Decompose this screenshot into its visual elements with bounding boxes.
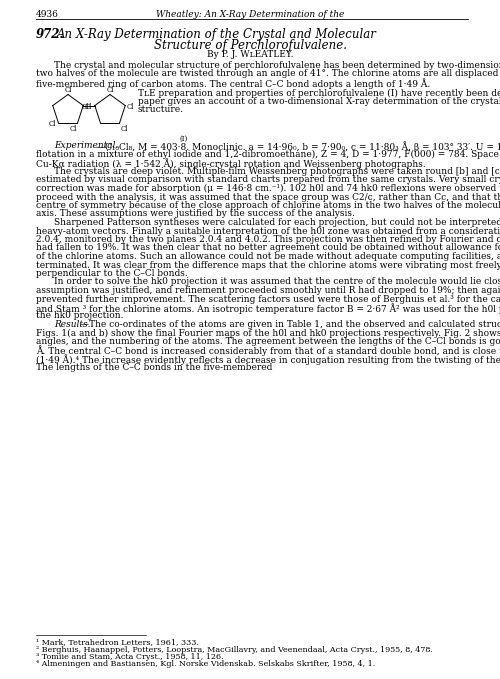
- Text: structure.: structure.: [138, 105, 184, 115]
- Text: had fallen to 19%. It was then clear that no better agreement could be obtained : had fallen to 19%. It was then clear tha…: [36, 244, 500, 253]
- Text: The crystal and molecular structure of perchlorofulvalene has been determined by: The crystal and molecular structure of p…: [54, 61, 500, 70]
- Text: Cl: Cl: [84, 103, 92, 111]
- Text: Cl: Cl: [65, 86, 72, 94]
- Text: Results.: Results.: [54, 320, 90, 329]
- Text: of the chlorine atoms. Such an allowance could not be made without adequate comp: of the chlorine atoms. Such an allowance…: [36, 252, 500, 261]
- Text: 2.0.4, monitored by the two planes 2.0.4 and 4.0.2. This projection was then ref: 2.0.4, monitored by the two planes 2.0.4…: [36, 235, 500, 244]
- Text: Cl: Cl: [48, 120, 56, 128]
- Text: angles, and the numbering of the atoms. The agreement between the lengths of the: angles, and the numbering of the atoms. …: [36, 337, 500, 346]
- Text: The lengths of the C–C bonds in the five-membered: The lengths of the C–C bonds in the five…: [36, 363, 272, 371]
- Text: flotation in a mixture of ethyl iodide and 1,2-dibromoethane), Z = 4, D⁣ = 1·977: flotation in a mixture of ethyl iodide a…: [36, 150, 500, 159]
- Text: proceed with the analysis, it was assumed that the space group was C2/c, rather : proceed with the analysis, it was assume…: [36, 193, 500, 202]
- Text: Sharpened Patterson syntheses were calculated for each projection, but could not: Sharpened Patterson syntheses were calcu…: [54, 218, 500, 227]
- Text: Cl: Cl: [120, 126, 128, 134]
- Text: Wheatley: An X-Ray Determination of the: Wheatley: An X-Ray Determination of the: [156, 10, 344, 19]
- Text: 972.: 972.: [36, 28, 64, 41]
- Text: two halves of the molecule are twisted through an angle of 41°. The chlorine ato: two halves of the molecule are twisted t…: [36, 69, 500, 79]
- Text: Cl: Cl: [70, 126, 77, 134]
- Text: axis. These assumptions were justified by the success of the analysis.: axis. These assumptions were justified b…: [36, 210, 355, 219]
- Text: Experimental.: Experimental.: [54, 141, 118, 151]
- Text: ² Berghuis, Haanappel, Potters, Loopstra, MacGillavry, and Veenendaal, Acta Crys: ² Berghuis, Haanappel, Potters, Loopstra…: [36, 646, 433, 653]
- Text: correction was made for absorption (μ = 146·8 cm.⁻¹). 102 h0l and 74 hk0 reflexi: correction was made for absorption (μ = …: [36, 184, 500, 193]
- Text: assumption was justified, and refinement proceeded smoothly until R had dropped : assumption was justified, and refinement…: [36, 286, 500, 295]
- Text: Figs. 1(a and b) show the final Fourier maps of the h0l and hk0 projections resp: Figs. 1(a and b) show the final Fourier …: [36, 329, 500, 337]
- Text: (I): (I): [180, 134, 188, 143]
- Text: estimated by visual comparison with standard charts prepared from the same cryst: estimated by visual comparison with stan…: [36, 175, 500, 185]
- Text: (1·49 Å).⁴ The increase evidently reflects a decrease in conjugation resulting f: (1·49 Å).⁴ The increase evidently reflec…: [36, 354, 500, 365]
- Text: five-membered ring of carbon atoms. The central C–C bond adopts a length of 1·49: five-membered ring of carbon atoms. The …: [36, 78, 430, 89]
- Text: Å. The central C–C bond is increased considerably from that of a standard double: Å. The central C–C bond is increased con…: [36, 346, 500, 356]
- Text: heavy-atom vectors. Finally a suitable interpretation of the h0l zone was obtain: heavy-atom vectors. Finally a suitable i…: [36, 227, 500, 236]
- Text: By P. J. WʟEATLEY.: By P. J. WʟEATLEY.: [206, 50, 294, 59]
- Text: ⁴ Almeningen and Bastiansen, Kgl. Norske Videnskab. Selskabs Skrifter, 1958, 4, : ⁴ Almeningen and Bastiansen, Kgl. Norske…: [36, 661, 375, 669]
- Text: prevented further improvement. The scattering factors used were those of Berghui: prevented further improvement. The scatt…: [36, 295, 500, 304]
- Text: Cl: Cl: [107, 86, 114, 94]
- Text: paper gives an account of a two-dimensional X-ray determination of the crystal a: paper gives an account of a two-dimensio…: [138, 97, 500, 106]
- Text: terminated. It was clear from the difference maps that the chlorine atoms were v: terminated. It was clear from the differ…: [36, 261, 500, 270]
- Text: and Stam ³ for the chlorine atoms. An isotropic temperature factor B = 2·67 Å² w: and Stam ³ for the chlorine atoms. An is…: [36, 303, 500, 314]
- Text: TʟE preparation and properties of perchlorofulvalene (I) have recently been desc: TʟE preparation and properties of perchl…: [138, 88, 500, 98]
- Text: Cu-Kα radiation (λ = 1·542 Å), single-crystal rotation and Weissenberg photograp: Cu-Kα radiation (λ = 1·542 Å), single-cr…: [36, 158, 426, 169]
- Text: Cl: Cl: [126, 103, 134, 111]
- Text: The crystals are deep violet. Multiple-film Weissenberg photographs were taken r: The crystals are deep violet. Multiple-f…: [54, 167, 500, 176]
- Text: —The co-ordinates of the atoms are given in Table 1, and the observed and calcul: —The co-ordinates of the atoms are given…: [80, 320, 500, 329]
- Text: ¹ Mark, Tetrahedron Letters, 1961, 333.: ¹ Mark, Tetrahedron Letters, 1961, 333.: [36, 638, 199, 646]
- Text: An X-Ray Determination of the Crystal and Molecular: An X-Ray Determination of the Crystal an…: [57, 28, 377, 41]
- Text: 4936: 4936: [36, 10, 59, 19]
- Text: Cl: Cl: [82, 103, 89, 111]
- Text: Structure of Perchlorofulvalene.: Structure of Perchlorofulvalene.: [154, 39, 346, 52]
- Text: In order to solve the hk0 projection it was assumed that the centre of the molec: In order to solve the hk0 projection it …: [54, 278, 500, 287]
- Text: —C₁₀Cl₈, M = 403·8. Monoclinic. a = 14·96₀, b = 7·90₀, c = 11·80₃ Å, β = 103° 33: —C₁₀Cl₈, M = 403·8. Monoclinic. a = 14·9…: [96, 141, 500, 152]
- Text: ³ Tomiie and Stam, Acta Cryst., 1958, 11, 126.: ³ Tomiie and Stam, Acta Cryst., 1958, 11…: [36, 653, 224, 661]
- Text: perpendicular to the C–Cl bonds.: perpendicular to the C–Cl bonds.: [36, 269, 188, 278]
- Text: centre of symmetry because of the close approach of chlorine atoms in the two ha: centre of symmetry because of the close …: [36, 201, 500, 210]
- Text: the hk0 projection.: the hk0 projection.: [36, 312, 124, 320]
